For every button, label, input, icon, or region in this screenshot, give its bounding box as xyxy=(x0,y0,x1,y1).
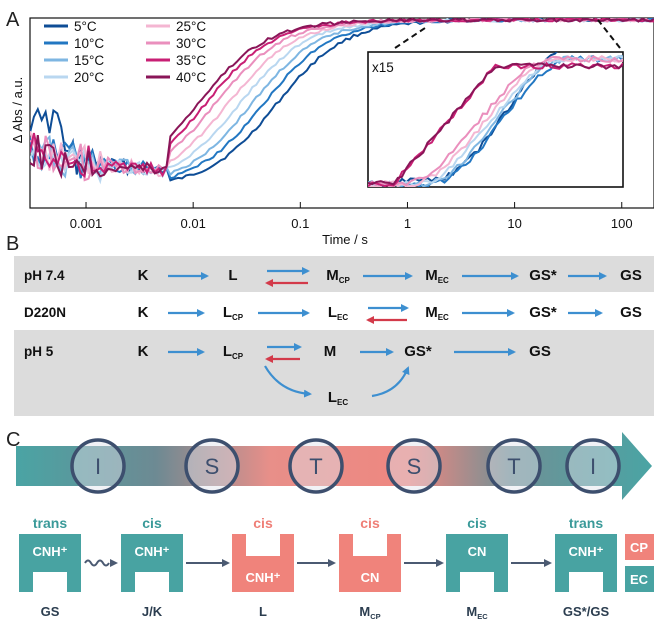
x-tick-label: 1 xyxy=(404,216,411,231)
scheme-state: L xyxy=(228,267,237,284)
series-line xyxy=(30,18,654,179)
phase-ring xyxy=(184,438,240,494)
intermediate-label: L xyxy=(259,604,267,619)
row-band-ph74 xyxy=(14,256,654,292)
legend-ec-swatch xyxy=(625,566,654,592)
legend-label: 10°C xyxy=(74,36,104,51)
legend-label: 15°C xyxy=(74,53,104,68)
chromophore-label: CNH⁺ xyxy=(245,570,280,585)
intermediate-label: GS*/GS xyxy=(563,604,610,619)
phase-ring-label: I xyxy=(95,454,101,479)
x-tick-label: 100 xyxy=(611,216,633,231)
panel-a-chart: 0.001 0.01 0.1 1 10 100 Time / s Δ Abs / a.u.… xyxy=(10,17,654,247)
legend-label: 40°C xyxy=(176,70,206,85)
phase-ring-label: I xyxy=(590,454,596,479)
protein-state-shape xyxy=(555,534,617,592)
phase-ring xyxy=(386,438,442,494)
legend-label: 25°C xyxy=(176,19,206,34)
scheme-condition: pH 5 xyxy=(24,344,54,359)
phase-ring xyxy=(288,438,344,494)
phase-ring xyxy=(565,438,621,494)
scheme-state: GS* xyxy=(404,343,432,360)
phase-ring-label: S xyxy=(205,454,220,479)
intermediate-label: J/K xyxy=(142,604,163,619)
isomer-label: cis xyxy=(360,515,380,531)
scheme-state: MEC xyxy=(425,304,449,322)
row-band-ph5 xyxy=(14,330,654,416)
scheme-state: LCP xyxy=(223,304,244,322)
inset-series-line xyxy=(368,54,623,187)
scheme-state: LEC xyxy=(328,304,349,322)
chromophore-label: CN xyxy=(468,544,487,559)
chromophore-label: CNH⁺ xyxy=(134,544,169,559)
scheme-state: GS xyxy=(620,267,642,284)
chromophore-label: CNH⁺ xyxy=(32,544,67,559)
scheme-state: GS* xyxy=(529,304,557,321)
legend-label: 30°C xyxy=(176,36,206,51)
phase-ring-label: T xyxy=(507,454,520,479)
x-tick-label: 10 xyxy=(507,216,521,231)
series-line xyxy=(30,18,654,180)
legend-cp-label: CP xyxy=(630,540,648,555)
phase-ring-label: T xyxy=(309,454,322,479)
isomer-label: cis xyxy=(142,515,162,531)
panel-a-letter: A xyxy=(6,9,20,31)
scheme-state: GS* xyxy=(529,267,557,284)
branch-arrow-down xyxy=(264,365,312,398)
chromophore-label: CNH⁺ xyxy=(568,544,603,559)
isomer-label: cis xyxy=(467,515,487,531)
scheme-condition: pH 7.4 xyxy=(24,268,65,283)
isomer-label: trans xyxy=(33,515,67,531)
scheme-state: GS xyxy=(529,343,551,360)
x-tick-label: 0.01 xyxy=(181,216,206,231)
protein-state-shape xyxy=(121,534,183,592)
protein-state-shape xyxy=(19,534,81,592)
scheme-condition: D220N xyxy=(24,305,66,320)
x-tick-label: 0.1 xyxy=(291,216,309,231)
isomer-label: cis xyxy=(253,515,273,531)
scheme-state: GS xyxy=(620,304,642,321)
photoexcitation-arrow xyxy=(84,559,110,567)
protein-state-shape xyxy=(232,534,294,592)
panel-c-letter: C xyxy=(6,429,20,451)
plot-frame xyxy=(29,17,654,209)
scheme-state: K xyxy=(138,304,149,321)
inset-series-line xyxy=(368,62,623,186)
legend-label: 35°C xyxy=(176,53,206,68)
inset-zoom-line-left xyxy=(394,27,426,49)
protein-state-shape xyxy=(339,534,401,592)
branch-arrow-up xyxy=(371,366,410,398)
intermediate-label: GS xyxy=(41,604,60,619)
phase-ring xyxy=(70,438,126,494)
scheme-state: K xyxy=(138,343,149,360)
legend-cp-swatch xyxy=(625,534,654,560)
legend-label: 5°C xyxy=(74,19,97,34)
x-tick-label: 0.001 xyxy=(70,216,103,231)
legend-ec-label: EC xyxy=(630,572,649,587)
phase-ring xyxy=(486,438,542,494)
isomer-label: trans xyxy=(569,515,603,531)
photoexcitation-arrowhead xyxy=(110,559,118,567)
panel-b-letter: B xyxy=(6,233,19,255)
scheme-state: M xyxy=(324,343,337,360)
phase-ring-label: S xyxy=(407,454,422,479)
scheme-state: K xyxy=(138,267,149,284)
inset-series-line xyxy=(368,61,623,187)
inset-zoom-line-right xyxy=(597,19,621,49)
chromophore-label: CN xyxy=(361,570,380,585)
intermediate-label: MEC xyxy=(466,604,488,621)
intermediate-label: MCP xyxy=(359,604,380,621)
inset-series-line xyxy=(368,55,623,187)
legend-label: 20°C xyxy=(74,70,104,85)
y-axis-label: Δ Abs / a.u. xyxy=(10,77,25,144)
inset-label: x15 xyxy=(372,60,394,75)
x-axis-label: Time / s xyxy=(322,232,368,247)
protein-state-shape xyxy=(446,534,508,592)
